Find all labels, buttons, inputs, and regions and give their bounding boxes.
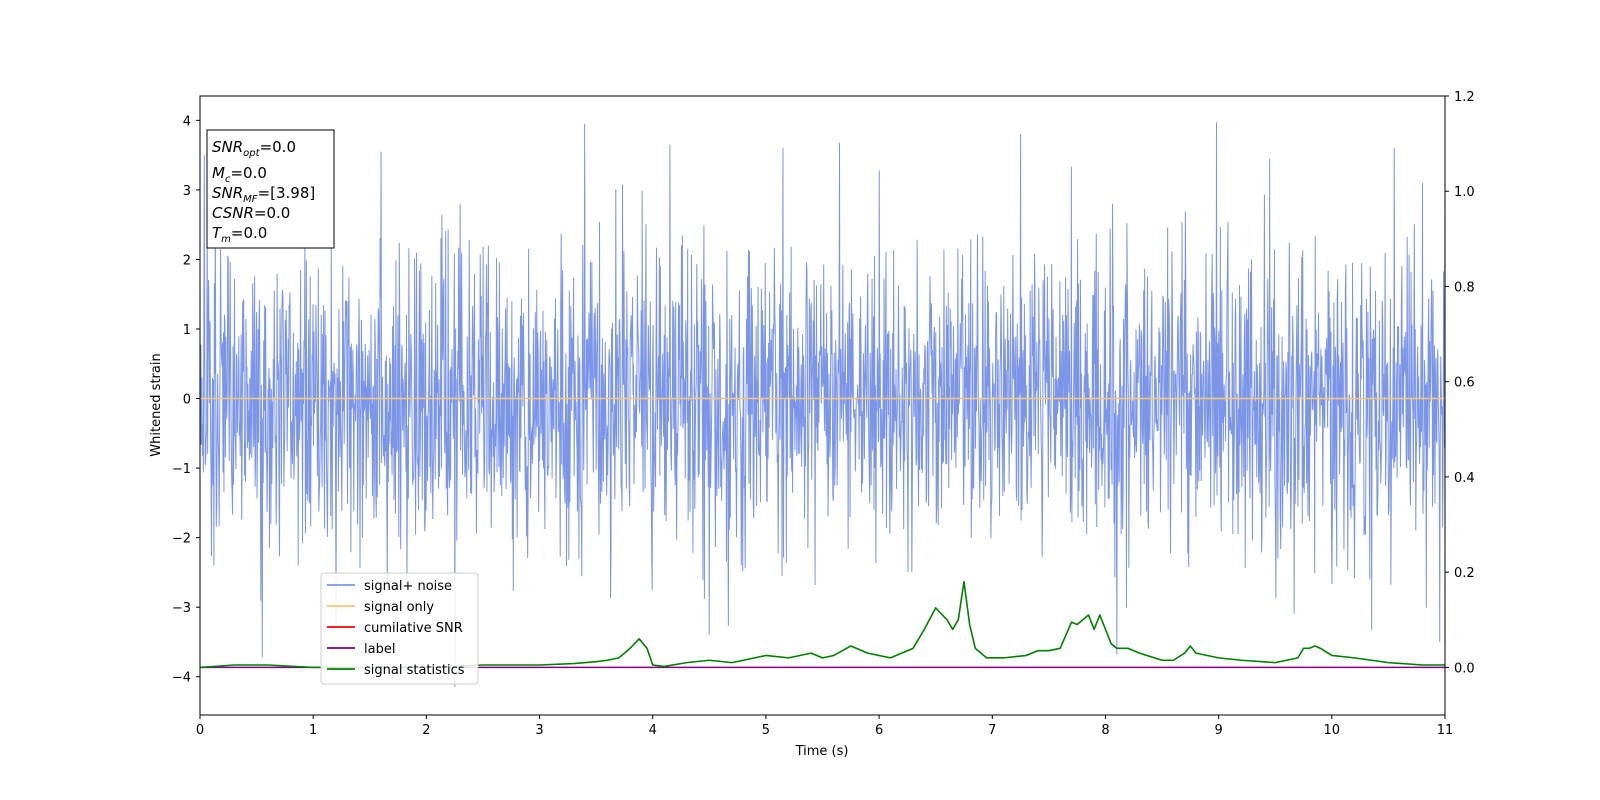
legend-label: signal+ noise	[364, 579, 452, 594]
y-right-tick-label: 0.2	[1454, 566, 1475, 581]
y-left-tick-label: 1	[183, 323, 191, 338]
x-tick-label: 1	[309, 723, 317, 738]
info-mc: Mc=0.0	[212, 164, 267, 185]
series-signal-noise-line	[200, 122, 1445, 688]
legend-label: cumilative SNR	[364, 621, 463, 636]
x-tick-label: 5	[762, 723, 770, 738]
legend: signal+ noise signal only cumilative SNR la…	[320, 572, 479, 685]
info-snr-mf: SNRMF=[3.98]	[212, 184, 315, 205]
x-tick-label: 2	[422, 723, 430, 738]
x-tick-label: 10	[1324, 723, 1341, 738]
legend-frame	[320, 572, 479, 685]
x-tick-label: 3	[535, 723, 543, 738]
series-signal-statistics-line	[200, 580, 1445, 669]
plot-frame	[199, 95, 1446, 716]
y-right-tick-label: 0.8	[1454, 280, 1475, 295]
x-tick-label: 0	[196, 723, 204, 738]
y-left-tick-label: 0	[183, 393, 191, 408]
x-tick-label: 4	[649, 723, 657, 738]
y-left-tick-label: 2	[183, 253, 191, 268]
legend-label: signal only	[364, 600, 434, 615]
y-axis-label: Whitened strain	[149, 353, 164, 456]
x-axis-label: Time (s)	[795, 744, 849, 759]
y-right-tick-label: 0.4	[1454, 471, 1475, 486]
info-csnr: CSNR=0.0	[212, 204, 290, 222]
y-right-tick-label: 0.0	[1454, 661, 1475, 676]
info-box: SNRopt=0.0 Mc=0.0 SNRMF=[3.98] CSNR=0.0 …	[206, 129, 335, 249]
y-left-tick-label: −2	[172, 532, 191, 547]
y-right-tick-label: 1.0	[1454, 185, 1475, 200]
x-tick-label: 6	[875, 723, 883, 738]
y-right-tick-label: 0.6	[1454, 376, 1475, 391]
y-left-tick-label: −1	[172, 462, 191, 477]
y-left-tick-label: −4	[172, 671, 191, 686]
legend-label: label	[364, 642, 395, 657]
x-tick-label: 7	[988, 723, 996, 738]
y-left-tick-label: −3	[172, 601, 191, 616]
info-tm: Tm=0.0	[212, 224, 267, 245]
y-left-tick-label: 4	[183, 114, 191, 129]
info-box-frame	[206, 129, 335, 249]
y-left-tick-label: 3	[183, 184, 191, 199]
info-snr-opt: SNRopt=0.0	[212, 138, 296, 159]
y-right-tick-label: 1.2	[1454, 90, 1475, 105]
legend-label: signal statistics	[364, 663, 465, 678]
x-tick-label: 9	[1214, 723, 1222, 738]
x-tick-label: 11	[1437, 723, 1454, 738]
x-tick-label: 8	[1101, 723, 1109, 738]
